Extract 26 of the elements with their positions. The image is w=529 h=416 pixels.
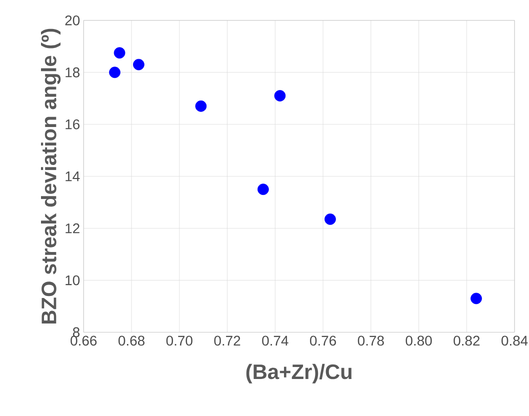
y-tick-label: 16 <box>66 119 80 130</box>
x-tick-label: 0.84 <box>502 336 528 346</box>
y-tick-label: 12 <box>66 223 80 234</box>
x-tick-label: 0.72 <box>214 336 240 346</box>
point <box>274 90 286 102</box>
x-tick-label: 0.68 <box>118 336 144 346</box>
point <box>195 100 207 112</box>
point <box>258 184 269 196</box>
x-tick-label: 0.76 <box>310 336 336 346</box>
x-axis-title: (Ba+Zr)/Cu <box>246 364 352 384</box>
x-tick-label: 0.82 <box>454 336 480 346</box>
y-tick-label: 10 <box>66 275 80 286</box>
x-tick-label: 0.70 <box>166 336 192 346</box>
x-tick-label: 0.78 <box>358 336 384 346</box>
y-tick-label: 18 <box>66 67 80 78</box>
point <box>324 214 336 225</box>
y-axis-title: BZO streak deviation angle (º) <box>41 28 61 324</box>
x-tick-label: 0.74 <box>262 336 288 346</box>
x-tick-label: 0.80 <box>406 336 432 346</box>
point <box>109 66 120 78</box>
x-tick-label: 0.66 <box>70 336 97 346</box>
point <box>114 47 126 59</box>
point <box>470 292 482 304</box>
y-tick-label: 14 <box>66 172 80 182</box>
point <box>133 58 144 70</box>
y-tick-label: 20 <box>65 16 80 26</box>
